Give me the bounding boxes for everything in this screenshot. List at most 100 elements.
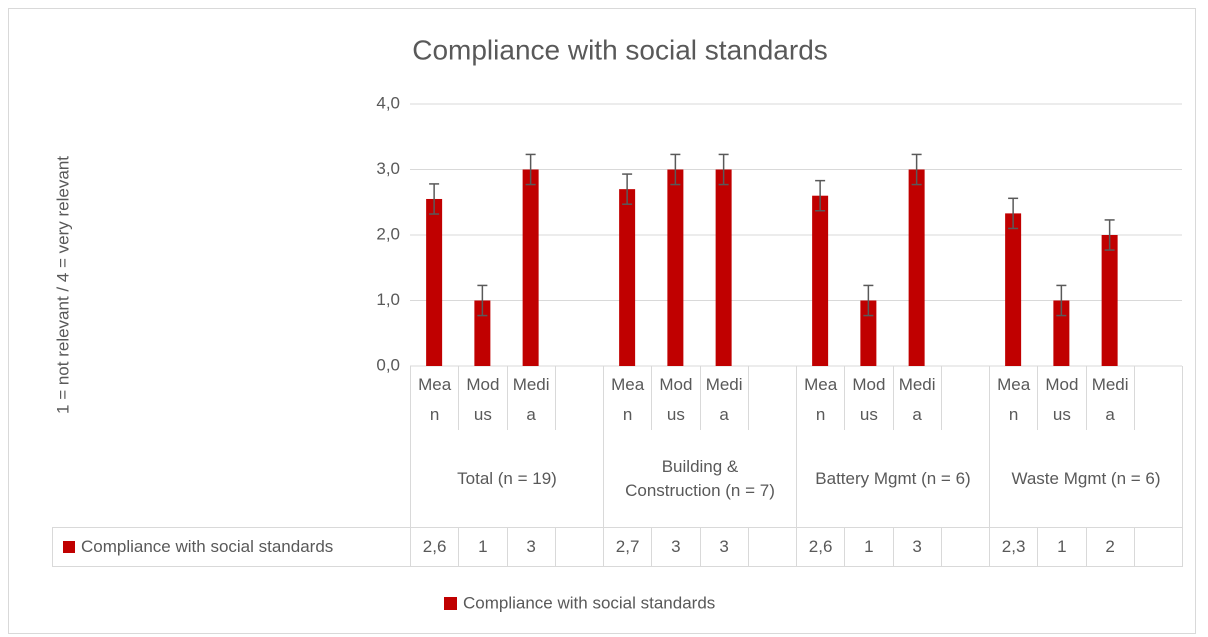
table-value: 1 (1037, 527, 1086, 567)
table-value: 3 (699, 527, 748, 567)
bar (619, 189, 636, 366)
category-cell (747, 366, 796, 430)
table-value (940, 527, 989, 567)
error-bar (1104, 219, 1115, 251)
table-value: 3 (651, 527, 700, 567)
y-tick-label: 4,0 (376, 93, 400, 112)
y-tick-label: 2,0 (376, 224, 400, 243)
legend-swatch (63, 541, 75, 553)
table-value-text: 1 (478, 537, 488, 556)
category-cell-text: Media (898, 375, 936, 424)
category-cell-text: Media (512, 375, 550, 424)
category-cell: Mean (603, 366, 651, 430)
error-bar (670, 153, 681, 186)
category-cell: Media (699, 366, 748, 430)
error-bar (525, 153, 536, 186)
error-bar (622, 173, 633, 205)
error-bar (429, 183, 440, 215)
table-value-text: 1 (1057, 537, 1067, 556)
bar (426, 198, 443, 366)
category-cell-text: Modus (659, 375, 693, 424)
error-bar (718, 153, 729, 186)
bar (1005, 213, 1022, 366)
table-value (554, 527, 603, 567)
bar (812, 195, 829, 366)
table-value-text: 2,6 (808, 537, 833, 556)
group-cell-text: Total (n = 19) (457, 468, 557, 488)
category-cell-text: Mean (804, 375, 838, 424)
table-value-text: 1 (864, 537, 874, 556)
table-series-header: Compliance with social standards (52, 527, 410, 567)
category-cell: Modus (844, 366, 892, 430)
bar (860, 300, 877, 366)
table-value-text: 3 (719, 537, 729, 556)
bar (667, 169, 684, 366)
table-value-text: 3 (671, 537, 681, 556)
table-value: 2,6 (410, 527, 459, 567)
category-cell: Modus (1037, 366, 1085, 430)
table-value: 2,6 (796, 527, 845, 567)
group-cell: Waste Mgmt (n = 6) (989, 430, 1182, 527)
category-cell-text: Mean (418, 375, 452, 424)
table-value-text: 2 (1105, 537, 1115, 556)
error-bar (911, 153, 922, 186)
category-cell: Mean (410, 366, 458, 430)
y-tick-label: 1,0 (376, 290, 400, 309)
category-cell-text: Modus (852, 375, 886, 424)
category-cell (554, 366, 603, 430)
table-value-text: 3 (912, 537, 922, 556)
category-cell-text: Mean (997, 375, 1031, 424)
y-tick-label: 3,0 (376, 159, 400, 178)
error-bar (863, 284, 874, 317)
group-cell: Total (n = 19) (410, 430, 603, 527)
chart-frame (8, 8, 1196, 634)
error-bar (477, 284, 488, 317)
bar (1101, 235, 1118, 366)
category-cell-text: Media (705, 375, 743, 424)
table-value-text: 2,7 (615, 537, 640, 556)
group-cell: Battery Mgmt (n = 6) (796, 430, 989, 527)
category-cell (940, 366, 989, 430)
legend-label: Compliance with social standards (463, 593, 715, 612)
category-cell-text: Media (1091, 375, 1129, 424)
table-value (747, 527, 796, 567)
category-cell: Media (506, 366, 555, 430)
table-right-edge (1182, 366, 1183, 567)
bar (908, 169, 925, 366)
category-cell: Mean (989, 366, 1037, 430)
legend-swatch (444, 597, 457, 610)
table-value-text: 3 (526, 537, 536, 556)
error-bar (1008, 197, 1019, 230)
category-cell-text: Modus (466, 375, 500, 424)
error-bar (1056, 284, 1067, 317)
category-cell (1133, 366, 1182, 430)
bar (522, 169, 539, 366)
table-series-name: Compliance with social standards (81, 537, 334, 556)
category-cell-text: Mean (611, 375, 645, 424)
table-value: 3 (892, 527, 941, 567)
bar (715, 169, 732, 366)
category-cell: Modus (458, 366, 506, 430)
table-value: 1 (844, 527, 893, 567)
chart-title: Compliance with social standards (412, 34, 828, 65)
table-value: 1 (458, 527, 507, 567)
category-cell-text: Modus (1045, 375, 1079, 424)
y-tick-label: 0,0 (376, 355, 400, 374)
group-cell-text: Building & Construction (n = 7) (625, 456, 775, 500)
y-axis-label: 1 = not relevant / 4 = very relevant (53, 156, 72, 414)
group-cell-text: Waste Mgmt (n = 6) (1011, 468, 1161, 488)
category-cell: Media (1085, 366, 1134, 430)
category-cell: Media (892, 366, 941, 430)
table-value-text: 2,6 (422, 537, 447, 556)
group-cell-text: Battery Mgmt (n = 6) (815, 468, 971, 488)
table-value-text: 2,3 (1001, 537, 1026, 556)
bar (474, 300, 491, 366)
table-value: 2 (1085, 527, 1134, 567)
bar (1053, 300, 1070, 366)
category-cell: Mean (796, 366, 844, 430)
table-value: 2,3 (989, 527, 1038, 567)
group-cell: Building & Construction (n = 7) (603, 430, 796, 527)
table-value (1133, 527, 1182, 567)
